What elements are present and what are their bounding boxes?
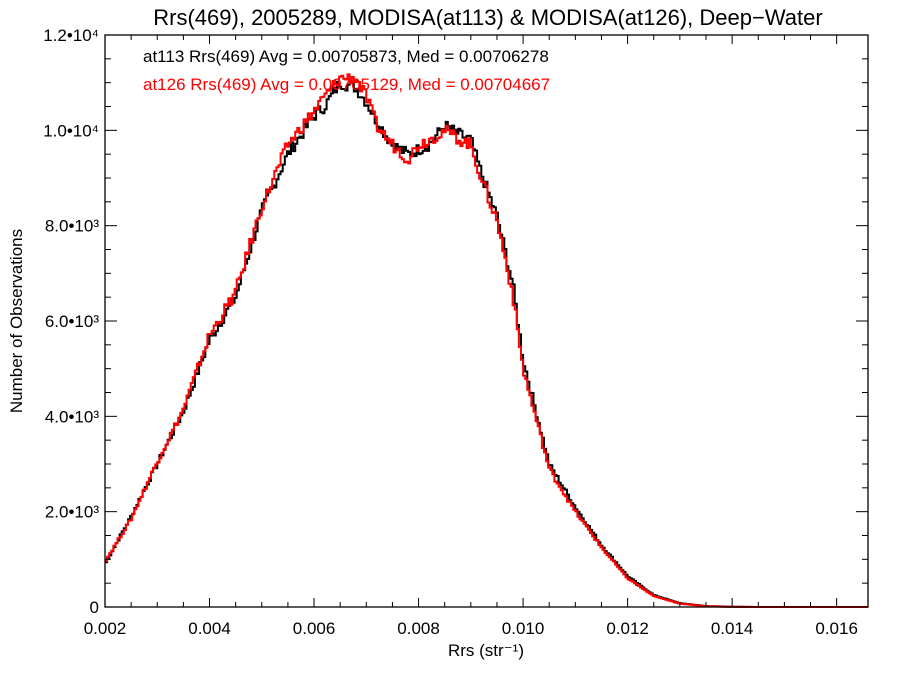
legend-entry-at126: at126 Rrs(469) Avg = 0.00705129, Med = 0… [143, 75, 550, 94]
y-tick-label: 8.0•10³ [45, 217, 99, 236]
x-tick-label: 0.008 [397, 619, 440, 638]
series-line-at126 [105, 73, 868, 608]
series-layer [105, 73, 868, 608]
y-axis-label: Number of Observations [7, 229, 26, 413]
chart-title: Rrs(469), 2005289, MODISA(at113) & MODIS… [153, 5, 822, 30]
x-tick-label: 0.006 [293, 619, 336, 638]
series-line-at113 [105, 80, 868, 608]
x-tick-label: 0.016 [815, 619, 858, 638]
y-tick-label: 4.0•10³ [45, 407, 99, 426]
ticks-layer: 0.002 0.004 0.006 0.008 0.010 0.012 0.014 0.016… [43, 26, 868, 638]
y-tick-label: 1.0•10⁴ [43, 121, 99, 140]
y-tick-label: 6.0•10³ [45, 312, 99, 331]
x-tick-label: 0.004 [188, 619, 231, 638]
x-tick-label: 0.002 [84, 619, 127, 638]
y-tick-label: 0 [90, 598, 99, 617]
x-tick-label: 0.014 [711, 619, 754, 638]
y-tick-label: 1.2•10⁴ [43, 26, 99, 45]
x-tick-label: 0.012 [606, 619, 649, 638]
x-axis-label: Rrs (str⁻¹) [448, 641, 524, 660]
x-tick-label: 0.010 [502, 619, 545, 638]
legend-entry-at113: at113 Rrs(469) Avg = 0.00705873, Med = 0… [143, 47, 549, 66]
y-tick-label: 2.0•10³ [45, 503, 99, 522]
